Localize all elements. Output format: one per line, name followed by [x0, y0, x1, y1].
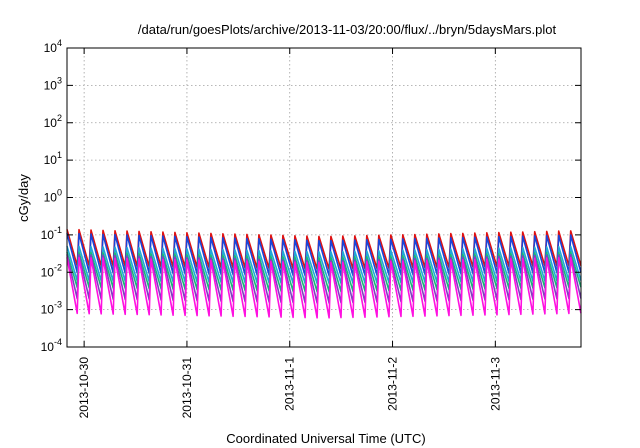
series-line-2	[66, 232, 582, 277]
series-line-3	[66, 245, 582, 285]
series-group	[66, 228, 582, 319]
series-line-4	[66, 251, 582, 293]
x-tick-label: 2013-11-1	[283, 357, 297, 411]
x-tick-label: 2013-10-31	[180, 357, 194, 419]
ticks	[67, 47, 581, 348]
x-tick-label: 2013-11-3	[488, 357, 502, 411]
x-axis-label: Coordinated Universal Time (UTC)	[226, 431, 425, 446]
y-tick-label: 10-1	[41, 225, 62, 242]
y-tick-labels: 10-4 10-3 10-2 10-1 100 101 102 103 104	[41, 38, 62, 354]
x-tick-label: 2013-10-30	[77, 357, 91, 419]
x-tick-labels: 2013-10-30 2013-10-31 2013-11-1 2013-11-2 20…	[77, 357, 502, 419]
series-line-6	[66, 256, 582, 319]
y-tick-label: 10-3	[41, 300, 62, 317]
grid	[67, 48, 581, 347]
y-axis-label: cGy/day	[16, 174, 31, 222]
chart-title: /data/run/goesPlots/archive/2013-11-03/2…	[138, 22, 557, 37]
series-line-5	[66, 253, 582, 304]
y-tick-label: 101	[44, 150, 62, 167]
x-tick-label: 2013-11-2	[386, 357, 400, 411]
y-tick-label: 103	[44, 75, 62, 92]
y-tick-label: 104	[44, 38, 62, 55]
y-tick-label: 10-4	[41, 337, 62, 354]
y-tick-label: 100	[44, 188, 62, 205]
y-tick-label: 102	[44, 113, 62, 130]
series-line-1	[66, 228, 582, 270]
y-tick-label: 10-2	[41, 262, 62, 279]
